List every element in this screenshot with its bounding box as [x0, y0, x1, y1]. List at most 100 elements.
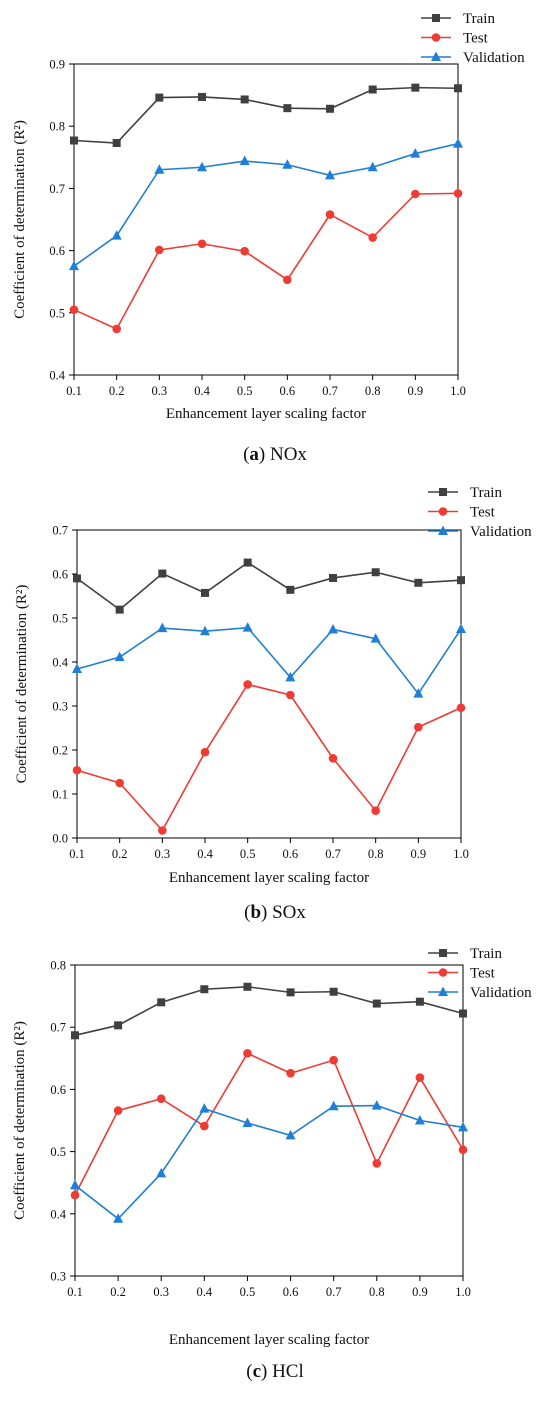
data-point-train — [112, 138, 121, 147]
data-point-train — [198, 92, 206, 101]
legend-label-validation: Validation — [463, 50, 525, 66]
x-tick-label: 1.0 — [453, 847, 469, 861]
chart-caption: (b) SOx — [244, 902, 306, 923]
legend-marker-test — [438, 507, 448, 516]
data-point-train — [243, 558, 252, 567]
data-point-test — [453, 189, 463, 198]
data-point-train — [115, 605, 124, 614]
y-tick-label: 0.7 — [49, 182, 65, 196]
series-line-train — [76, 561, 462, 611]
data-point-validation — [70, 1179, 80, 1190]
y-tick-label: 0.9 — [49, 58, 65, 72]
y-tick-label: 0.3 — [50, 1270, 66, 1284]
caption-text: NOx — [269, 444, 307, 465]
chart-caption: (a) NOx — [243, 444, 307, 465]
legend-label-train: Train — [470, 485, 502, 501]
data-point-train — [73, 574, 81, 583]
legend-label-train: Train — [470, 946, 502, 962]
x-tick-label: 0.8 — [369, 1285, 385, 1299]
data-point-train — [283, 104, 292, 113]
series-line-validation — [73, 142, 459, 267]
legend-label-test: Test — [470, 966, 496, 982]
y-tick-label: 0.6 — [49, 244, 65, 258]
x-tick-label: 0.3 — [153, 1285, 169, 1299]
legend-marker-train — [439, 949, 447, 957]
data-point-validation — [325, 169, 335, 180]
data-point-validation — [200, 625, 210, 636]
data-point-test — [414, 722, 423, 732]
y-tick-label: 0.1 — [52, 788, 68, 802]
data-point-validation — [199, 1103, 210, 1113]
x-axis-title: Enhancement layer scaling factor — [169, 870, 369, 886]
caption-text: SOx — [272, 902, 306, 923]
data-point-test — [156, 1094, 166, 1104]
x-tick-label: 0.1 — [66, 384, 82, 398]
chart-caption: (c) HCl — [246, 1361, 304, 1382]
series-test — [69, 189, 463, 334]
data-point-validation — [197, 161, 207, 172]
data-point-train — [457, 576, 465, 585]
x-tick-label: 0.4 — [197, 847, 213, 861]
series-train — [70, 83, 462, 147]
data-point-train — [329, 987, 338, 996]
data-point-test — [329, 1055, 338, 1065]
legend-label-validation: Validation — [470, 524, 532, 540]
plot-frame — [73, 63, 459, 376]
plot-frame — [76, 529, 462, 839]
x-tick-label: 0.6 — [283, 847, 299, 861]
data-point-validation — [69, 260, 79, 271]
data-point-train — [411, 83, 420, 92]
data-point-train — [70, 136, 78, 145]
x-tick-label: 0.6 — [280, 384, 296, 398]
y-tick-label: 0.8 — [49, 120, 65, 134]
series-train — [73, 558, 465, 614]
legend-marker-validation — [438, 986, 448, 996]
data-point-train — [243, 982, 252, 991]
x-tick-label: 0.9 — [412, 1285, 428, 1299]
legend-marker-train — [432, 14, 440, 22]
data-point-test — [69, 305, 79, 314]
data-point-test — [112, 324, 121, 334]
series-line-test — [76, 683, 462, 832]
data-point-train — [200, 985, 209, 994]
data-point-test — [158, 826, 167, 835]
data-point-test — [286, 690, 295, 700]
caption-panel-letter: c — [252, 1361, 261, 1382]
y-tick-label: 0.8 — [50, 959, 66, 973]
data-point-validation — [458, 1121, 468, 1132]
series-test — [70, 1049, 468, 1200]
data-point-train — [286, 585, 295, 594]
y-axis-title: Coefficient of determination (R²) — [12, 1021, 28, 1220]
data-point-validation — [367, 161, 378, 172]
series-line-test — [73, 192, 459, 331]
x-tick-label: 0.7 — [326, 1285, 342, 1299]
legend-marker-train — [439, 488, 447, 496]
x-tick-label: 0.5 — [237, 384, 253, 398]
data-point-test — [283, 275, 292, 285]
data-point-validation — [456, 623, 466, 633]
data-point-validation — [285, 671, 296, 682]
data-point-test — [325, 210, 335, 219]
data-point-validation — [328, 1100, 339, 1111]
x-tick-label: 0.9 — [408, 384, 424, 398]
data-point-test — [456, 703, 466, 713]
data-point-train — [157, 998, 166, 1007]
data-point-train — [201, 588, 209, 597]
x-tick-label: 0.2 — [110, 1285, 126, 1299]
data-point-validation — [285, 1129, 296, 1140]
data-point-test — [286, 1068, 295, 1078]
data-point-validation — [242, 622, 253, 632]
data-point-test — [113, 1106, 123, 1115]
data-point-test — [243, 680, 252, 689]
y-axis-title: Coefficient of determination (R²) — [12, 120, 28, 319]
series-validation — [69, 138, 463, 271]
y-tick-label: 0.4 — [52, 656, 68, 670]
data-point-validation — [111, 230, 122, 240]
legend-label-train: Train — [463, 11, 495, 27]
chart-panel-sox: 0.1 0.2 0.3 0.4 0.5 0.6 0.7 0.8 0.9 1.0 0.0 0.1 0.2 0… — [0, 480, 550, 942]
x-tick-label: 0.1 — [69, 847, 85, 861]
data-point-train — [71, 1031, 79, 1040]
data-point-test — [200, 1121, 209, 1131]
data-point-train — [459, 1009, 467, 1018]
data-point-validation — [413, 688, 424, 698]
